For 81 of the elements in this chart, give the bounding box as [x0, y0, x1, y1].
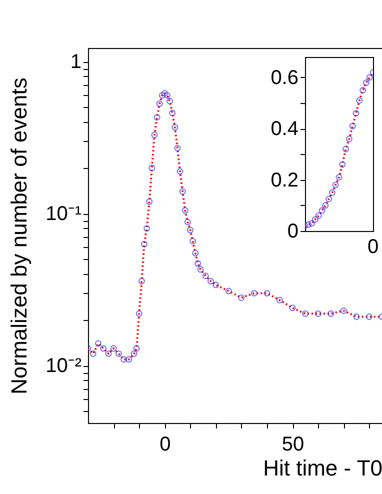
point	[100, 345, 107, 352]
point	[197, 266, 204, 273]
point	[315, 212, 322, 219]
annotation: 0	[367, 236, 379, 258]
point	[164, 92, 170, 99]
y-tick-label: 10⁻²	[46, 355, 82, 378]
x-tick-label: 50	[282, 434, 304, 456]
point	[194, 260, 202, 267]
x-axis-title: Hit time - T0	[263, 456, 382, 480]
point	[326, 196, 332, 202]
point	[169, 110, 176, 116]
point	[133, 345, 140, 352]
point	[352, 110, 360, 117]
point	[154, 114, 160, 121]
point	[212, 282, 220, 288]
point	[136, 310, 142, 317]
point	[314, 310, 322, 317]
point	[110, 345, 117, 352]
point	[192, 250, 199, 256]
point	[302, 310, 309, 317]
point	[158, 92, 166, 99]
point	[250, 290, 258, 296]
point	[340, 307, 347, 314]
point	[346, 136, 352, 142]
point	[151, 132, 158, 138]
point	[225, 288, 232, 294]
point	[138, 278, 145, 284]
point	[202, 272, 209, 280]
y-tick-label: 10⁻¹	[46, 203, 82, 226]
y-tick-label: 0.6	[270, 66, 298, 89]
point	[144, 225, 150, 232]
point	[161, 90, 168, 96]
point	[353, 314, 360, 320]
point	[94, 340, 102, 347]
point	[336, 174, 342, 180]
point	[130, 350, 138, 357]
y-tick-label: 0.4	[270, 118, 298, 140]
point	[172, 124, 178, 131]
point	[176, 168, 184, 175]
point	[339, 161, 346, 168]
point	[362, 79, 370, 86]
point	[207, 278, 214, 284]
point	[276, 296, 283, 304]
point	[332, 182, 339, 188]
y-axis-title: Normalized by number of events	[6, 78, 32, 394]
point	[156, 100, 163, 107]
point	[120, 356, 128, 363]
point	[328, 189, 336, 196]
point	[166, 98, 174, 104]
point	[238, 294, 245, 301]
point	[187, 226, 194, 234]
point	[179, 188, 186, 195]
line-series	[88, 92, 382, 360]
point	[126, 356, 132, 363]
y-tick-label: 1	[70, 51, 82, 74]
y-tick-label: 0.2	[270, 169, 298, 192]
point	[141, 240, 148, 248]
point	[328, 310, 334, 317]
point	[184, 218, 191, 226]
point	[305, 221, 312, 228]
point	[289, 304, 296, 312]
point	[312, 216, 318, 223]
y-tick-label: 0	[287, 220, 298, 242]
point	[190, 238, 196, 244]
point	[182, 207, 188, 214]
point	[308, 220, 316, 227]
point	[366, 314, 372, 320]
point	[360, 87, 366, 94]
point	[115, 350, 122, 357]
point	[146, 198, 153, 205]
point	[349, 122, 356, 130]
point	[264, 290, 270, 296]
point	[90, 350, 96, 357]
point	[148, 164, 156, 172]
point	[356, 97, 363, 104]
point	[342, 146, 350, 152]
point	[366, 74, 373, 81]
point	[105, 350, 112, 357]
point	[318, 207, 326, 214]
point	[174, 144, 181, 152]
point	[322, 202, 329, 209]
